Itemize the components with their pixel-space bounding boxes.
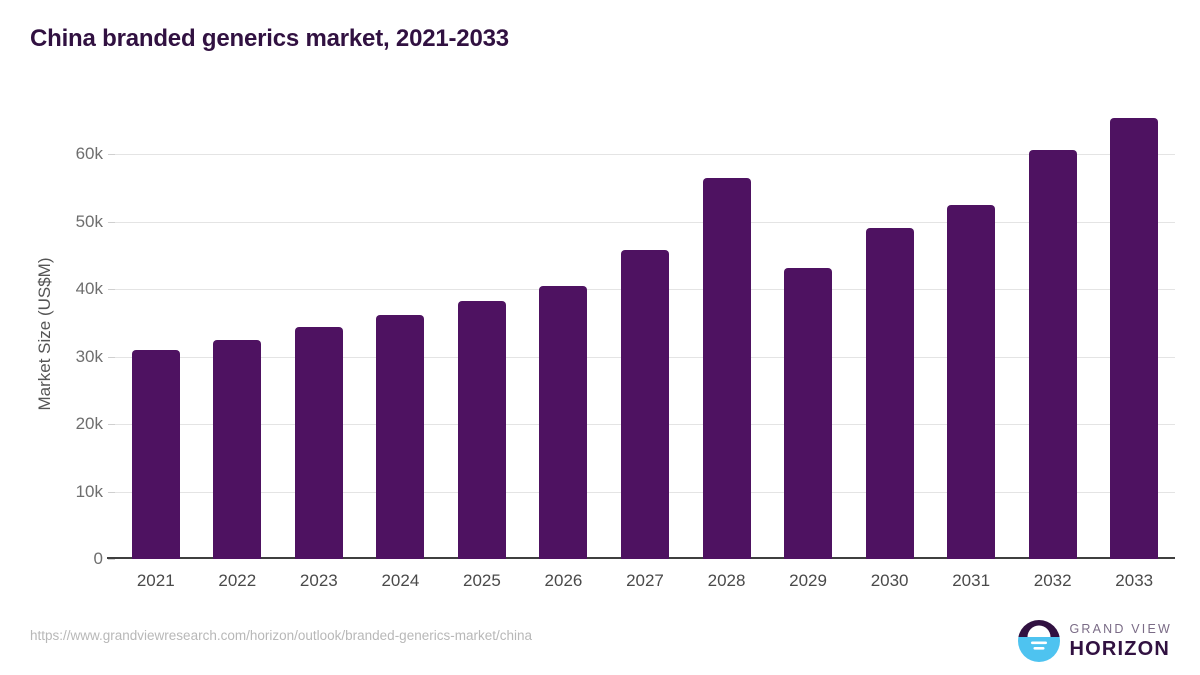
bar-group: 2031 — [930, 100, 1012, 590]
x-tick-label: 2021 — [136, 571, 175, 590]
x-tick-label: 2027 — [626, 571, 664, 590]
bar[interactable] — [131, 350, 180, 559]
plot-area: 0 10k 20k 30k 40k 50k 60k 2021 2022 2023 2024 2025… — [76, 100, 1175, 590]
bar-group: 2030 — [849, 100, 931, 590]
bar[interactable] — [294, 326, 343, 559]
bar[interactable] — [376, 314, 425, 559]
bar[interactable] — [784, 268, 833, 559]
bar-group: 2026 — [523, 100, 605, 590]
y-tick-mark — [108, 491, 115, 493]
x-tick-label: 2026 — [544, 571, 583, 590]
x-tick-label: 2025 — [462, 571, 501, 590]
y-tick-mark — [108, 221, 115, 223]
y-tick-mark — [108, 424, 115, 425]
brand-logo[interactable]: GRAND VIEW HORIZON — [1018, 620, 1172, 662]
x-tick-label: 2024 — [381, 571, 420, 590]
y-tick-label: 10k — [75, 481, 103, 501]
bar-group: 2023 — [278, 100, 360, 590]
x-tick-label: 2029 — [789, 571, 827, 590]
x-tick-label: 2031 — [952, 571, 991, 590]
bar[interactable] — [865, 228, 914, 559]
grand-view-horizon-logo-mark — [1018, 620, 1061, 662]
y-tick-label: 60k — [75, 144, 103, 163]
y-tick-label: 40k — [75, 279, 103, 298]
x-tick-label: 2033 — [1115, 571, 1154, 590]
y-tick-mark — [108, 356, 115, 358]
x-tick-label: 2028 — [707, 571, 746, 590]
x-tick-label: 2023 — [299, 571, 338, 590]
logo-text-grand-view: GRAND VIEW — [1069, 621, 1172, 636]
x-tick-label: 2032 — [1033, 571, 1072, 590]
y-tick-label: 30k — [75, 346, 103, 366]
source-url[interactable]: https://www.grandviewresearch.com/horizo… — [30, 628, 532, 643]
gridline — [115, 221, 1175, 223]
bar[interactable] — [1028, 149, 1077, 559]
gridline — [115, 154, 1175, 155]
x-tick-label: 2022 — [218, 571, 257, 590]
logo-wordmark: GRAND VIEW HORIZON — [1069, 623, 1172, 660]
y-tick-mark — [108, 289, 115, 290]
bar[interactable] — [457, 301, 506, 559]
bar[interactable] — [702, 178, 751, 559]
bar-group: 2027 — [604, 100, 686, 590]
bar-group: 2032 — [1012, 100, 1094, 590]
y-tick-label: 20k — [75, 414, 103, 433]
y-tick-label: 0 — [93, 549, 103, 568]
bar-group: 2022 — [197, 100, 279, 590]
bar-group: 2033 — [1093, 100, 1175, 590]
bar-group: 2028 — [686, 100, 768, 590]
y-axis-title: Market Size (US$M) — [35, 257, 54, 411]
bar[interactable] — [1110, 117, 1159, 559]
bar[interactable] — [213, 339, 262, 559]
bar-series: 2021 2022 2023 2024 2025 2026 2027 2028 2029 2030… — [115, 100, 1175, 590]
bar-group: 2025 — [441, 100, 523, 590]
y-tick-mark — [108, 154, 115, 155]
bar[interactable] — [620, 249, 669, 559]
page-title: China branded generics market, 2021-2033 — [30, 25, 509, 52]
bar[interactable] — [539, 285, 588, 559]
x-tick-label: 2030 — [870, 571, 909, 590]
y-tick-mark — [108, 559, 115, 560]
bar-group: 2024 — [360, 100, 442, 590]
bar[interactable] — [947, 204, 996, 559]
y-tick-label: 50k — [75, 211, 103, 231]
bar-group: 2021 — [115, 100, 197, 590]
logo-text-horizon: HORIZON — [1069, 638, 1171, 661]
bar-group: 2029 — [767, 100, 849, 590]
